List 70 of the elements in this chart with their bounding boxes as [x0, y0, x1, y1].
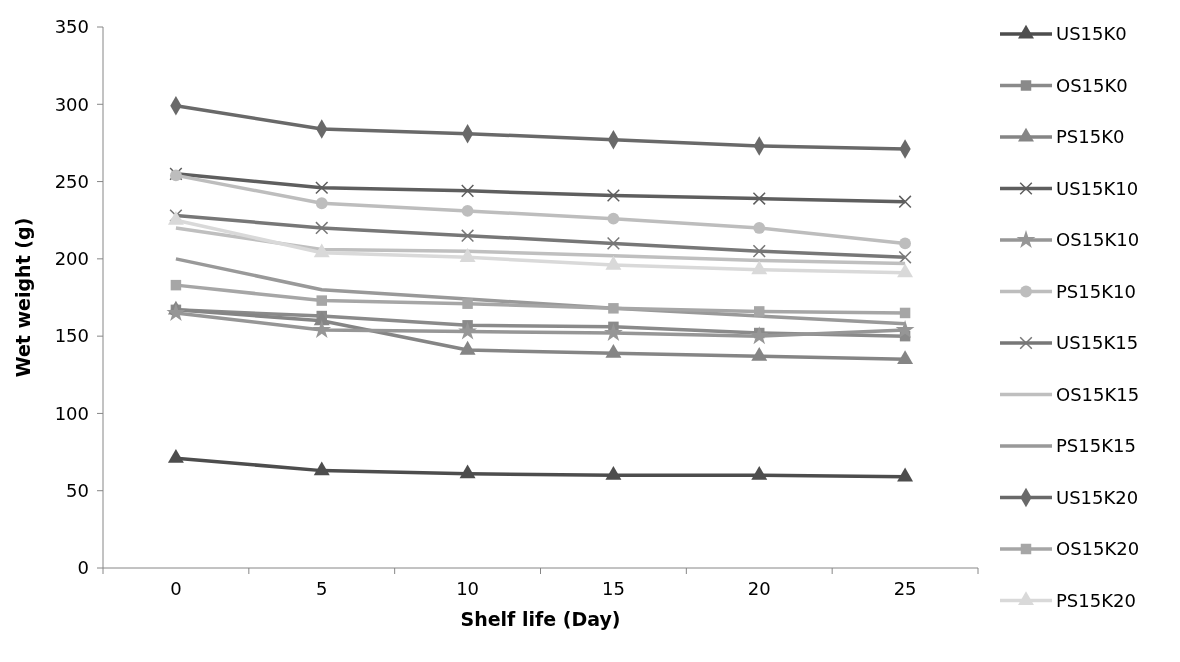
y-tick-label: 300: [54, 93, 89, 115]
point: [458, 321, 477, 340]
point: [461, 184, 475, 198]
point: [315, 181, 329, 195]
point: [752, 192, 766, 206]
point: [895, 320, 915, 338]
x-tick-label: 20: [747, 578, 771, 599]
point: [898, 250, 912, 264]
y-tick-label: 250: [54, 170, 89, 192]
point: [605, 466, 622, 480]
point: [605, 255, 622, 270]
point: [459, 248, 476, 262]
point: [607, 212, 620, 225]
legend-label: US15K20: [1056, 486, 1139, 508]
y-tick-label: 200: [54, 248, 89, 270]
point: [899, 307, 911, 319]
legend-label: US15K0: [1056, 23, 1127, 45]
point: [313, 461, 330, 476]
point: [606, 236, 620, 250]
point: [749, 326, 769, 345]
x-tick-label: 5: [316, 578, 328, 599]
point: [313, 243, 330, 258]
legend-label: OS15K20: [1056, 538, 1140, 560]
point: [604, 323, 623, 342]
point: [462, 298, 473, 309]
legend-label: PS15K15: [1056, 435, 1136, 457]
x-axis-title: Shelf life (Day): [460, 608, 621, 630]
point: [899, 237, 911, 250]
point: [898, 195, 912, 209]
point: [605, 343, 622, 358]
legend-label: OS15K0: [1056, 74, 1128, 96]
point: [459, 464, 476, 479]
point: [897, 467, 914, 482]
legend-label: US15K10: [1056, 177, 1139, 199]
point: [751, 347, 768, 361]
x-tick-label: 0: [170, 578, 182, 599]
point: [315, 197, 328, 210]
point: [606, 188, 620, 203]
point: [897, 350, 914, 364]
legend-label: PS15K0: [1056, 126, 1125, 148]
point: [459, 340, 476, 355]
point: [167, 449, 184, 463]
y-tick-label: 0: [77, 557, 89, 579]
point: [166, 303, 186, 321]
legend-label: OS15K10: [1056, 229, 1140, 251]
point: [608, 303, 619, 314]
point: [461, 229, 475, 243]
point: [754, 306, 765, 317]
x-tick-label: 25: [893, 578, 917, 599]
legend-label: US15K15: [1056, 332, 1139, 354]
legend-label: PS15K10: [1056, 280, 1136, 302]
x-tick-label: 10: [456, 578, 480, 599]
y-tick-label: 350: [54, 16, 89, 38]
x-tick-label: 15: [601, 578, 625, 599]
point: [751, 466, 768, 480]
y-axis-title: Wet weight (g): [12, 217, 34, 378]
point: [461, 205, 474, 217]
point: [897, 263, 914, 278]
point: [316, 295, 327, 306]
point: [753, 222, 766, 234]
point: [751, 260, 768, 275]
point: [752, 244, 766, 258]
y-tick-label: 150: [54, 325, 89, 347]
point: [170, 279, 182, 291]
legend-label: PS15K20: [1056, 589, 1136, 611]
y-tick-label: 50: [66, 480, 89, 502]
legend-label: OS15K15: [1056, 383, 1140, 405]
y-tick-label: 100: [54, 402, 89, 424]
point: [315, 221, 329, 235]
point: [312, 320, 332, 338]
